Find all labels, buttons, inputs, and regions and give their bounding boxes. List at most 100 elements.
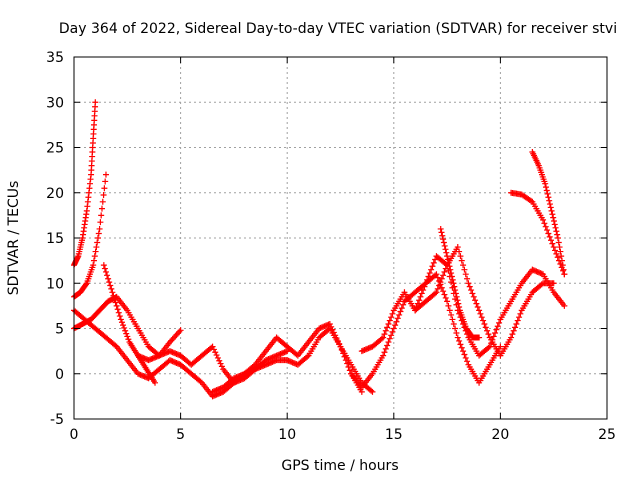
data-point <box>465 280 472 287</box>
data-point <box>125 336 132 343</box>
data-point <box>447 266 454 273</box>
data-point <box>346 367 353 374</box>
x-tick-label: 20 <box>491 427 509 443</box>
data-point <box>210 346 217 353</box>
data-point <box>325 326 332 333</box>
data-point <box>446 263 453 270</box>
data-point <box>380 352 387 359</box>
data-point <box>542 180 549 187</box>
data-point <box>82 281 89 288</box>
data-point <box>473 300 480 307</box>
data-point <box>464 275 471 282</box>
data-point <box>542 184 549 191</box>
data-point <box>90 257 97 264</box>
data-point <box>118 319 125 326</box>
data-point <box>541 220 548 227</box>
data-point <box>105 275 112 282</box>
series-arc-4 <box>71 293 184 359</box>
data-point <box>508 334 515 341</box>
data-point <box>516 314 523 321</box>
series-arc-13 <box>529 149 568 278</box>
series-arc-10 <box>412 244 557 359</box>
data-point <box>438 229 445 236</box>
data-point <box>548 207 555 214</box>
data-point <box>120 322 127 329</box>
data-point <box>92 248 99 255</box>
data-point <box>442 246 449 253</box>
data-point <box>381 331 388 338</box>
data-point <box>544 227 551 234</box>
x-tick-label: 0 <box>70 427 79 443</box>
data-point <box>543 187 550 194</box>
data-point <box>112 342 119 349</box>
data-point <box>512 324 519 331</box>
data-point <box>454 297 461 304</box>
data-point <box>434 274 441 281</box>
data-point <box>450 280 457 287</box>
data-point <box>446 307 453 314</box>
data-point <box>496 319 503 326</box>
data-point <box>440 239 447 246</box>
data-point <box>91 253 98 260</box>
data-point <box>109 289 116 296</box>
data-point <box>461 266 468 273</box>
data-point <box>474 304 481 311</box>
data-point <box>556 244 563 251</box>
data-point <box>397 308 404 315</box>
data-point <box>485 331 492 338</box>
data-point <box>549 211 556 218</box>
data-point <box>113 302 120 309</box>
data-point <box>217 360 224 367</box>
data-point <box>476 334 483 341</box>
series-arc-7 <box>209 325 376 395</box>
x-tick-label: 10 <box>278 427 296 443</box>
data-point <box>393 318 400 325</box>
data-point <box>437 225 444 232</box>
grid <box>74 57 607 419</box>
data-point <box>441 242 448 249</box>
data-point <box>453 330 460 337</box>
data-point <box>398 305 405 312</box>
series-arc-3 <box>71 307 291 400</box>
data-point <box>433 289 440 296</box>
data-point <box>547 204 554 211</box>
data-point <box>457 341 464 348</box>
data-point <box>389 310 396 317</box>
data-point <box>550 244 557 251</box>
data-point <box>444 298 451 305</box>
data-point <box>304 353 311 360</box>
data-point <box>458 344 465 351</box>
data-point <box>476 307 483 314</box>
data-point <box>440 272 447 279</box>
data-point <box>382 327 389 334</box>
data-point <box>540 216 547 223</box>
data-point <box>111 296 118 303</box>
data-point <box>213 352 220 359</box>
data-point <box>469 290 476 297</box>
data-point <box>477 310 484 317</box>
data-point <box>517 310 524 317</box>
data-point <box>107 282 114 289</box>
data-point <box>550 280 557 287</box>
data-point <box>218 363 225 370</box>
data-point <box>124 333 131 340</box>
data-point <box>460 348 467 355</box>
y-tick-label: 30 <box>46 95 64 111</box>
data-point <box>557 248 564 255</box>
data-point <box>456 248 463 255</box>
data-point <box>456 337 463 344</box>
data-point <box>430 259 437 266</box>
data-point <box>538 281 545 288</box>
data-point <box>123 330 130 337</box>
data-point <box>438 275 445 282</box>
data-point <box>492 330 499 337</box>
data-point <box>437 279 444 286</box>
y-axis-label: SDTVAR / TECUs <box>6 181 22 296</box>
data-point <box>460 262 467 269</box>
data-point <box>555 239 562 246</box>
data-point <box>102 268 109 275</box>
data-point <box>470 293 477 300</box>
data-point <box>400 301 407 308</box>
data-point <box>554 235 561 241</box>
